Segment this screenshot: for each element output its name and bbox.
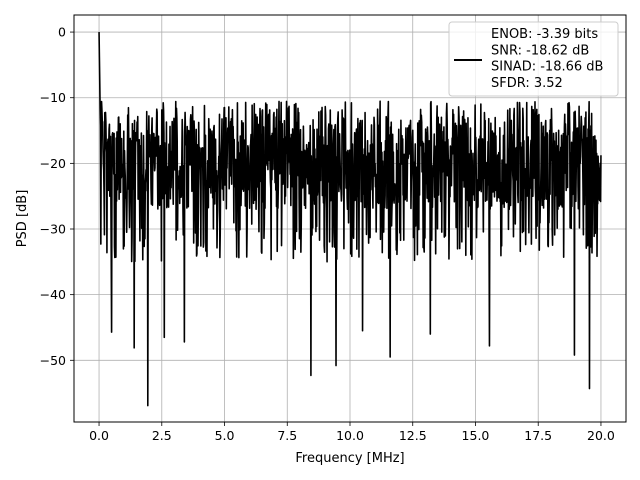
- legend-box: [448, 21, 619, 97]
- x-tick-label: 5.0: [215, 428, 235, 443]
- x-tick-label: 12.5: [399, 428, 427, 443]
- y-tick-label: 0: [58, 25, 66, 40]
- x-tick-label: 15.0: [462, 428, 490, 443]
- y-tick-label: −30: [40, 222, 66, 237]
- psd-trace: [98, 32, 602, 407]
- legend: ENOB: -3.39 bits SNR: -18.62 dB SINAD: -…: [448, 21, 619, 97]
- x-axis-label: Frequency [MHz]: [295, 451, 404, 466]
- y-axis-ticks: 0 −10 −20 −30 −40 −50: [40, 25, 74, 368]
- y-tick-label: −50: [40, 353, 66, 368]
- legend-sfdr: SFDR: 3.52: [491, 76, 563, 91]
- y-tick-label: −20: [40, 156, 66, 171]
- y-tick-label: −40: [40, 287, 66, 302]
- legend-snr: SNR: -18.62 dB: [491, 43, 589, 58]
- psd-line: [98, 32, 602, 407]
- legend-sinad: SINAD: -18.66 dB: [491, 60, 603, 75]
- x-tick-label: 20.0: [587, 428, 615, 443]
- legend-enob: ENOB: -3.39 bits: [491, 27, 598, 42]
- x-tick-label: 0.0: [89, 428, 109, 443]
- x-tick-label: 17.5: [524, 428, 552, 443]
- x-tick-label: 2.5: [152, 428, 172, 443]
- y-tick-label: −10: [40, 90, 66, 105]
- x-axis-ticks: 0.0 2.5 5.0 7.5 10.0 12.5 15.0 17.5 20.0: [89, 422, 615, 443]
- x-tick-label: 10.0: [336, 428, 364, 443]
- x-tick-label: 7.5: [277, 428, 297, 443]
- y-axis-label: PSD [dB]: [15, 190, 30, 248]
